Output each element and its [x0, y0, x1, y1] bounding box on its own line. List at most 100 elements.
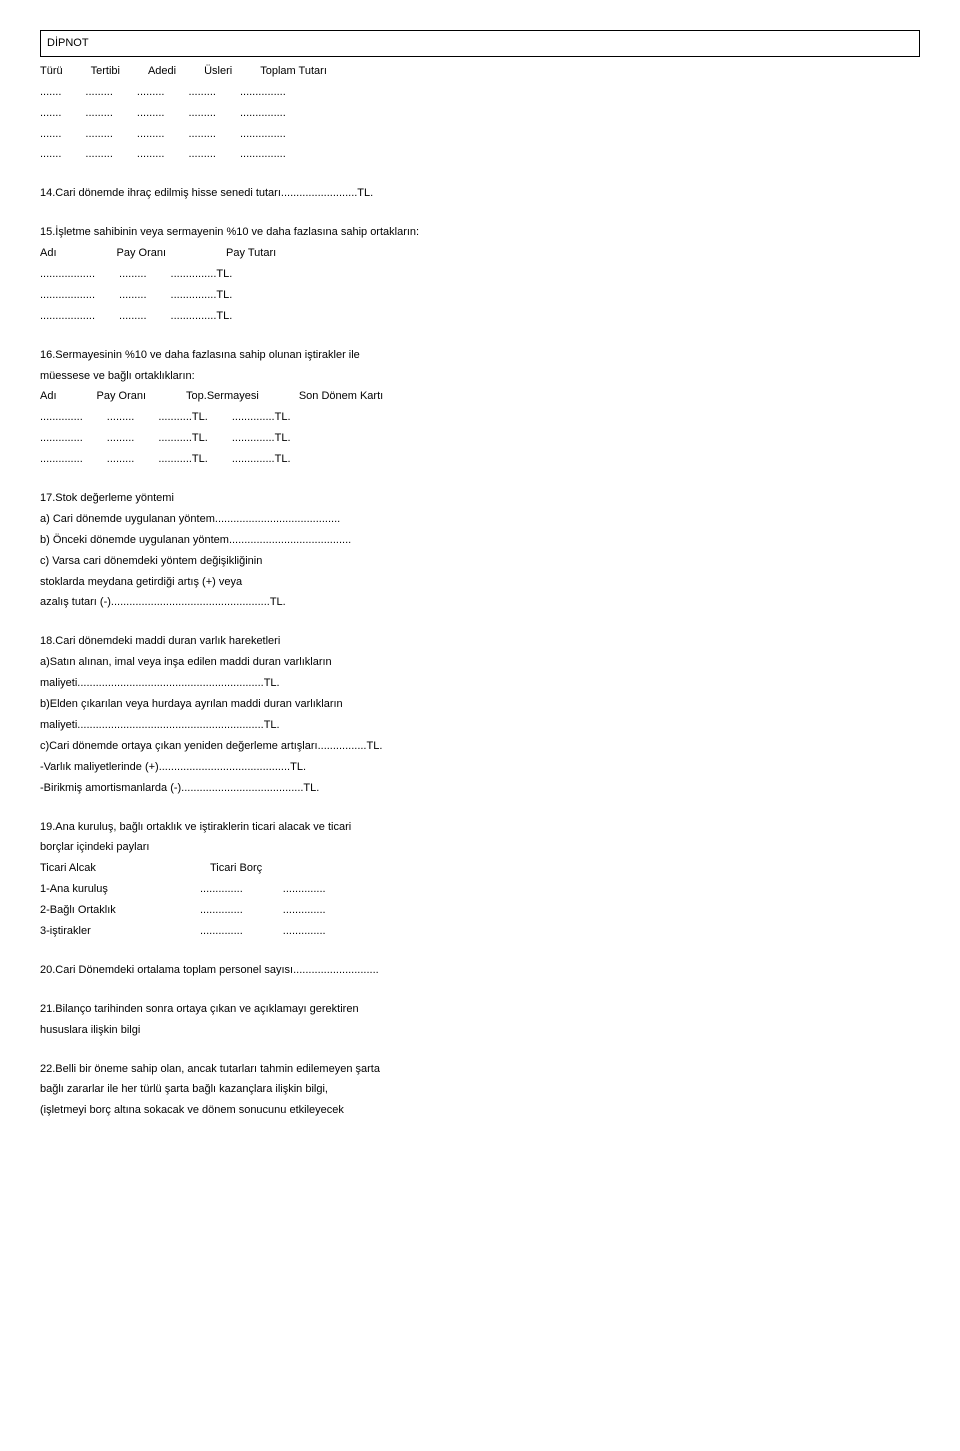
r3-label: 3-iştirakler: [40, 921, 160, 942]
dots-row-3: ....... ......... ......... ......... ..…: [40, 124, 920, 145]
item-22-l3: (işletmeyi borç altına sokacak ve dönem …: [40, 1100, 920, 1121]
item-19-header: Ticari Alcak Ticari Borç: [40, 858, 920, 879]
item-19-sub: borçlar içindeki payları: [40, 837, 920, 858]
col-toplam: Toplam Tutarı: [260, 61, 327, 82]
dots: .......: [40, 82, 61, 103]
dots: .........: [137, 82, 165, 103]
dots: .........: [85, 82, 113, 103]
col-turu: Türü: [40, 61, 63, 82]
item-18-title: 18.Cari dönemdeki maddi duran varlık har…: [40, 631, 920, 652]
col-ticari-alacak: Ticari Alcak: [40, 858, 160, 879]
item-21-title: 21.Bilanço tarihinden sonra ortaya çıkan…: [40, 999, 920, 1020]
dots: .........: [119, 285, 147, 306]
item-14: 14.Cari dönemde ihraç edilmiş hisse sene…: [40, 183, 920, 204]
dots: .........: [85, 103, 113, 124]
dots: ..................: [40, 285, 95, 306]
pay-header: Adı Pay Oranı Pay Tutarı: [40, 243, 920, 264]
dots: ..................: [40, 264, 95, 285]
dots: .........: [188, 103, 216, 124]
dots: ...........TL.: [158, 449, 208, 470]
dots: ..............: [200, 879, 243, 900]
item-16-title: 16.Sermayesinin %10 ve daha fazlasına sa…: [40, 345, 920, 366]
col-top-sermayesi: Top.Sermayesi: [186, 386, 259, 407]
dots: ...............: [240, 82, 286, 103]
item-18-a1: a)Satın alınan, imal veya inşa edilen ma…: [40, 652, 920, 673]
item-22-l2: bağlı zararlar ile her türlü şarta bağlı…: [40, 1079, 920, 1100]
col-pay-orani: Pay Oranı: [117, 243, 167, 264]
dots-row-2: ....... ......... ......... ......... ..…: [40, 103, 920, 124]
dots: ...............: [240, 124, 286, 145]
dots: ..............: [200, 921, 243, 942]
dots-row-1: ....... ......... ......... ......... ..…: [40, 82, 920, 103]
dots: ..............: [40, 449, 83, 470]
ser-header: Adı Pay Oranı Top.Sermayesi Son Dönem Ka…: [40, 386, 920, 407]
dots: .........: [85, 144, 113, 165]
table-header-row: Türü Tertibi Adedi Üsleri Toplam Tutarı: [40, 61, 920, 82]
dots: ...........TL.: [158, 428, 208, 449]
item-17-c2: stoklarda meydana getirdiği artış (+) ve…: [40, 572, 920, 593]
dots: .........: [137, 144, 165, 165]
col-adedi: Adedi: [148, 61, 176, 82]
dots: ..................: [40, 306, 95, 327]
ser-row-1: .............. ......... ...........TL. …: [40, 407, 920, 428]
dots: .......: [40, 103, 61, 124]
item-20: 20.Cari Dönemdeki ortalama toplam person…: [40, 960, 920, 981]
col-ticari-borc: Ticari Borç: [210, 858, 262, 879]
dots: .........: [107, 407, 135, 428]
item-19-title: 19.Ana kuruluş, bağlı ortaklık ve iştira…: [40, 817, 920, 838]
item-19-row-3: 3-iştirakler .............. ............…: [40, 921, 920, 942]
dots: ..............: [40, 428, 83, 449]
dots: .........: [119, 306, 147, 327]
pay-row-3: .................. ......... ...........…: [40, 306, 920, 327]
dots: .........: [188, 82, 216, 103]
dots: ..............: [200, 900, 243, 921]
dots: .......: [40, 144, 61, 165]
dots: ...............TL.: [171, 285, 233, 306]
dots: .........: [119, 264, 147, 285]
item-19-row-2: 2-Bağlı Ortaklık .............. ........…: [40, 900, 920, 921]
item-18-e: -Birikmiş amortismanlarda (-)...........…: [40, 778, 920, 799]
dots: ...............: [240, 144, 286, 165]
r1-label: 1-Ana kuruluş: [40, 879, 160, 900]
dots: .........: [107, 449, 135, 470]
item-15-title: 15.İşletme sahibinin veya sermayenin %10…: [40, 222, 920, 243]
dots: ...............TL.: [171, 264, 233, 285]
dots: .........: [188, 144, 216, 165]
item-18-c: c)Cari dönemde ortaya çıkan yeniden değe…: [40, 736, 920, 757]
dots: .........: [85, 124, 113, 145]
col-son-donem: Son Dönem Kartı: [299, 386, 383, 407]
box-title: DİPNOT: [47, 37, 89, 49]
dots: ..............TL.: [232, 428, 291, 449]
item-16-sub: müessese ve bağlı ortaklıkların:: [40, 366, 920, 387]
dots: ..............: [283, 879, 326, 900]
item-17-b: b) Önceki dönemde uygulanan yöntem......…: [40, 530, 920, 551]
item-19-row-1: 1-Ana kuruluş .............. ...........…: [40, 879, 920, 900]
dots: ...............: [240, 103, 286, 124]
item-17-a: a) Cari dönemde uygulanan yöntem........…: [40, 509, 920, 530]
col-pay-tutari: Pay Tutarı: [226, 243, 276, 264]
pay-row-1: .................. ......... ...........…: [40, 264, 920, 285]
dipnot-box: DİPNOT: [40, 30, 920, 57]
dots: ..............TL.: [232, 407, 291, 428]
item-18-d: -Varlık maliyetlerinde (+)..............…: [40, 757, 920, 778]
item-17-title: 17.Stok değerleme yöntemi: [40, 488, 920, 509]
item-18-a2: maliyeti................................…: [40, 673, 920, 694]
dots: .........: [137, 103, 165, 124]
col-tertibi: Tertibi: [91, 61, 120, 82]
item-17-c3: azalış tutarı (-).......................…: [40, 592, 920, 613]
r2-label: 2-Bağlı Ortaklık: [40, 900, 160, 921]
dots: .........: [107, 428, 135, 449]
dots: .........: [137, 124, 165, 145]
dots: .........: [188, 124, 216, 145]
col-pay-orani: Pay Oranı: [97, 386, 147, 407]
item-21-sub: hususlara ilişkin bilgi: [40, 1020, 920, 1041]
dots: ...........TL.: [158, 407, 208, 428]
ser-row-3: .............. ......... ...........TL. …: [40, 449, 920, 470]
dots: ..............: [40, 407, 83, 428]
dots: ...............TL.: [171, 306, 233, 327]
col-adi: Adı: [40, 243, 57, 264]
item-18-b2: maliyeti................................…: [40, 715, 920, 736]
item-22-l1: 22.Belli bir öneme sahip olan, ancak tut…: [40, 1059, 920, 1080]
dots: ..............: [283, 900, 326, 921]
col-usleri: Üsleri: [204, 61, 232, 82]
